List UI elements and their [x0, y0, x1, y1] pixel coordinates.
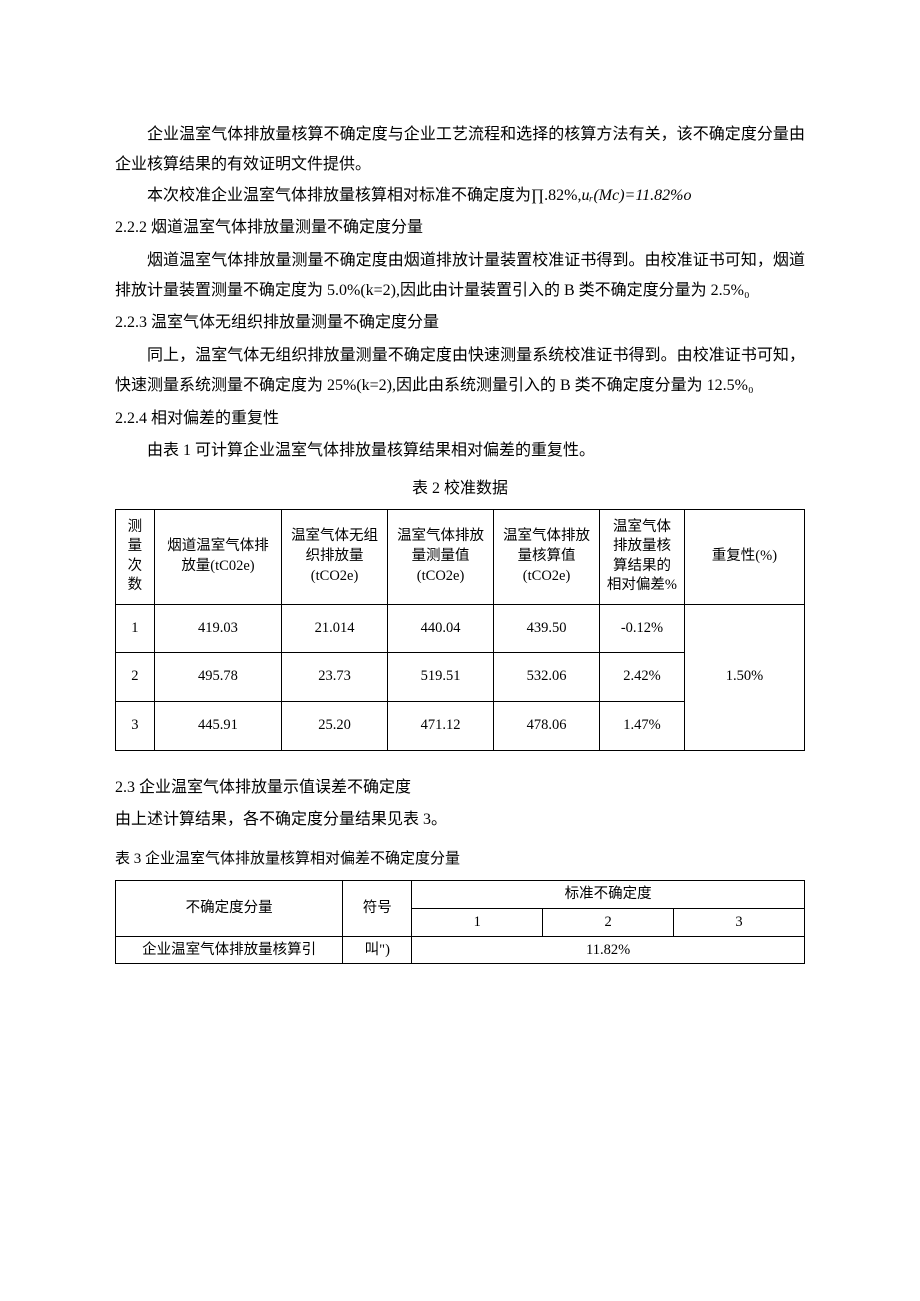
- cell: 2.42%: [600, 653, 685, 702]
- th-measured-value: 温室气体排放量测量值(tCO2e): [388, 509, 494, 604]
- cell: 21.014: [282, 604, 388, 653]
- table3-caption: 表 3 企业温室气体排放量核算相对偏差不确定度分量: [115, 845, 805, 874]
- cell: 25.20: [282, 702, 388, 751]
- table2-caption: 表 2 校准数据: [115, 474, 805, 504]
- th-fugitive-emission: 温室气体无组织排放量(tCO2e): [282, 509, 388, 604]
- cell-component: 企业温室气体排放量核算引: [116, 936, 343, 964]
- th-flue-emission: 烟道温室气体排放量(tC02e): [154, 509, 281, 604]
- th-sub-3: 3: [674, 908, 805, 936]
- heading-2-2-4: 2.2.4 相对偏差的重复性: [115, 404, 805, 434]
- table-2: 测量次数 烟道温室气体排放量(tC02e) 温室气体无组织排放量(tCO2e) …: [115, 509, 805, 751]
- cell: 532.06: [494, 653, 600, 702]
- p2-formula: uᵣ(Mc)=11.82%o: [582, 187, 692, 204]
- heading-2-3: 2.3 企业温室气体排放量示值误差不确定度: [115, 773, 805, 803]
- th-sub-1: 1: [412, 908, 543, 936]
- cell: -0.12%: [600, 604, 685, 653]
- cell: 495.78: [154, 653, 281, 702]
- table-header-row: 测量次数 烟道温室气体排放量(tC02e) 温室气体无组织排放量(tCO2e) …: [116, 509, 805, 604]
- th-component: 不确定度分量: [116, 880, 343, 936]
- table-row: 企业温室气体排放量核算引 叫") 11.82%: [116, 936, 805, 964]
- cell: 471.12: [388, 702, 494, 751]
- cell: 1: [116, 604, 155, 653]
- table-header-row: 不确定度分量 符号 标准不确定度: [116, 880, 805, 908]
- th-calculated-value: 温室气体排放量核算值(tCO2e): [494, 509, 600, 604]
- cell: 3: [116, 702, 155, 751]
- th-measure-count: 测量次数: [116, 509, 155, 604]
- cell: 23.73: [282, 653, 388, 702]
- cell: 519.51: [388, 653, 494, 702]
- cell: 2: [116, 653, 155, 702]
- cell: 478.06: [494, 702, 600, 751]
- cell-symbol: 叫"): [343, 936, 412, 964]
- cell-value: 11.82%: [412, 936, 805, 964]
- paragraph-4: 同上，温室气体无组织排放量测量不确定度由快速测量系统校准证书得到。由校准证书可知…: [115, 341, 805, 402]
- heading-2-2-2: 2.2.2 烟道温室气体排放量测量不确定度分量: [115, 213, 805, 243]
- paragraph-5: 由表 1 可计算企业温室气体排放量核算结果相对偏差的重复性。: [115, 436, 805, 466]
- cell: 1.47%: [600, 702, 685, 751]
- cell-repeatability: 1.50%: [684, 604, 804, 750]
- th-relative-deviation: 温室气体排放量核算结果的相对偏差%: [600, 509, 685, 604]
- paragraph-3: 烟道温室气体排放量测量不确定度由烟道排放计量装置校准证书得到。由校准证书可知，烟…: [115, 246, 805, 307]
- paragraph-2: 本次校准企业温室气体排放量核算相对标准不确定度为∏.82%,uᵣ(Mc)=11.…: [115, 181, 805, 211]
- cell: 440.04: [388, 604, 494, 653]
- table-row: 1 419.03 21.014 440.04 439.50 -0.12% 1.5…: [116, 604, 805, 653]
- cell: 419.03: [154, 604, 281, 653]
- th-symbol: 符号: [343, 880, 412, 936]
- th-sub-2: 2: [543, 908, 674, 936]
- heading-2-2-3: 2.2.3 温室气体无组织排放量测量不确定度分量: [115, 308, 805, 338]
- table-3: 不确定度分量 符号 标准不确定度 1 2 3 企业温室气体排放量核算引 叫") …: [115, 880, 805, 965]
- cell: 445.91: [154, 702, 281, 751]
- paragraph-6: 由上述计算结果，各不确定度分量结果见表 3。: [115, 805, 805, 835]
- paragraph-1: 企业温室气体排放量核算不确定度与企业工艺流程和选择的核算方法有关，该不确定度分量…: [115, 120, 805, 181]
- p2-text: 本次校准企业温室气体排放量核算相对标准不确定度为∏.82%,: [147, 187, 582, 204]
- th-std-uncertainty: 标准不确定度: [412, 880, 805, 908]
- th-repeatability: 重复性(%): [684, 509, 804, 604]
- cell: 439.50: [494, 604, 600, 653]
